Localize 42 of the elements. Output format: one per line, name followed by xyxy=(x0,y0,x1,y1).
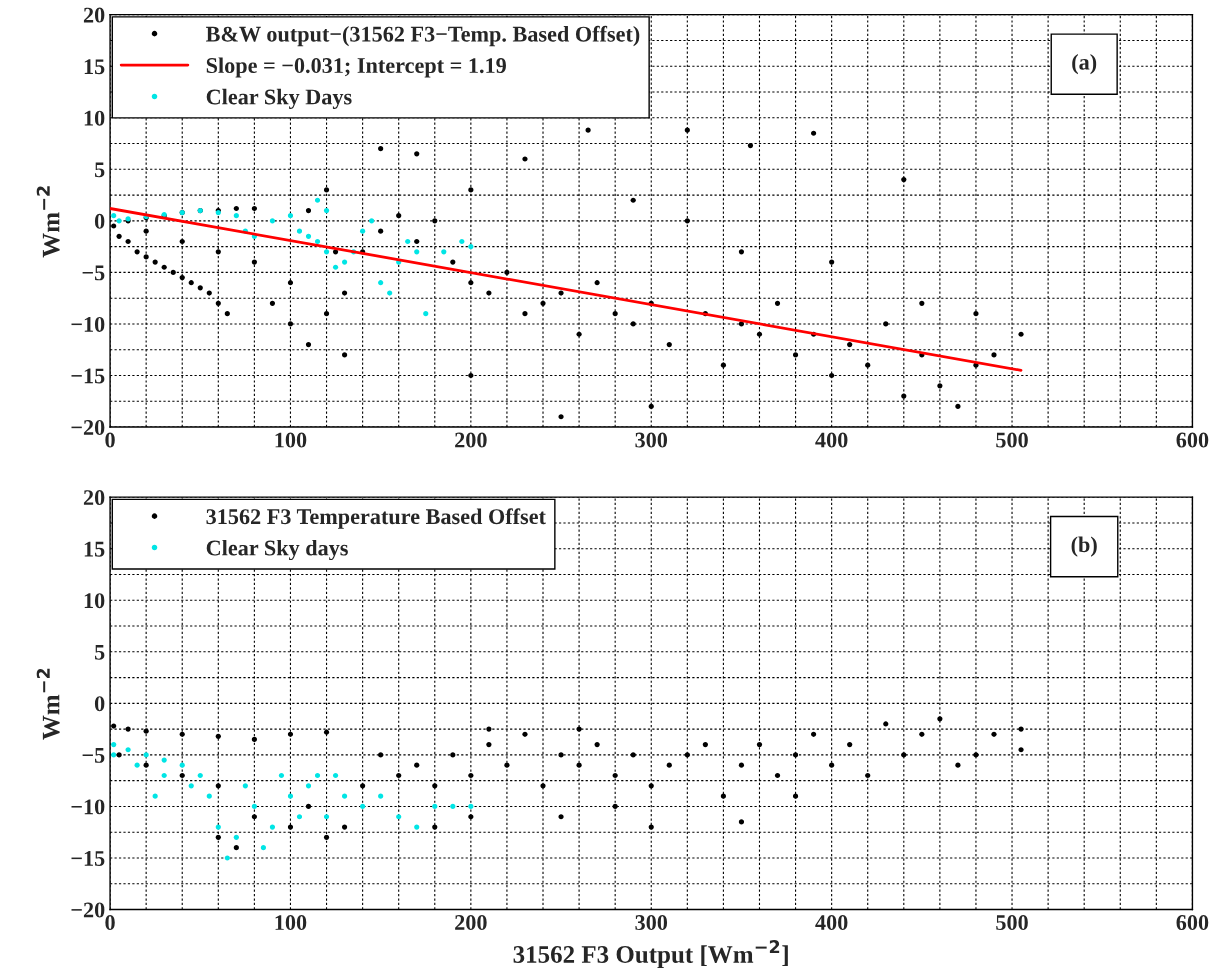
y-tick-label: −20 xyxy=(71,902,105,918)
x-tick-label: 600 xyxy=(1176,432,1209,448)
y-tick-label: 10 xyxy=(84,593,105,609)
y-tick-label: 5 xyxy=(94,644,105,660)
y-tick-label: 15 xyxy=(84,541,105,557)
y-axis-title: Wm$^{−2}$ xyxy=(36,186,60,258)
x-tick-label: 100 xyxy=(275,432,307,448)
x-tick-label: 300 xyxy=(635,432,668,448)
y-tick-label: −15 xyxy=(71,368,105,384)
y-axis-title: Wm$^{−2}$ xyxy=(36,668,60,740)
x-axis-title: 31562 F3 Output [Wm$^{−2}$] xyxy=(513,940,788,968)
x-tick-label: 0 xyxy=(105,432,115,448)
y-tick-label: 20 xyxy=(83,7,105,23)
y-tick-label: 15 xyxy=(84,59,105,75)
y-tick-label: 10 xyxy=(84,110,105,126)
y-tick-label: −10 xyxy=(71,316,105,332)
x-tick-label: 600 xyxy=(1176,915,1209,931)
y-tick-label: 5 xyxy=(94,162,105,178)
legend-label: Slope = −0.031; Intercept = 1.19 xyxy=(206,57,506,78)
x-tick-label: 200 xyxy=(455,432,487,448)
y-tick-label: −15 xyxy=(71,851,105,866)
y-tick-label: −20 xyxy=(71,419,105,435)
y-tick-label: 20 xyxy=(83,490,105,506)
y-tick-label: −5 xyxy=(82,748,105,763)
x-tick-label: 500 xyxy=(996,432,1028,448)
x-tick-label: 400 xyxy=(815,915,848,931)
y-tick-label: 0 xyxy=(94,696,105,712)
x-tick-label: 200 xyxy=(455,915,487,931)
x-tick-label: 300 xyxy=(635,915,668,931)
x-tick-label: 500 xyxy=(996,915,1028,931)
legend-label: Clear Sky days xyxy=(206,539,348,561)
legend-label: B&W output−(31562 F3−Temp. Based Offset) xyxy=(205,25,640,47)
x-tick-label: 400 xyxy=(815,432,848,448)
annotation: (a) xyxy=(1072,54,1097,75)
legend-label: 31562 F3 Temperature Based Offset xyxy=(206,508,546,529)
y-tick-label: 0 xyxy=(94,213,105,229)
x-tick-label: 0 xyxy=(105,915,115,931)
annotation: (b) xyxy=(1071,536,1097,557)
legend-label: Clear Sky Days xyxy=(206,88,352,110)
y-tick-label: −5 xyxy=(82,265,105,281)
x-tick-label: 100 xyxy=(275,915,307,931)
y-tick-label: −10 xyxy=(71,799,105,815)
